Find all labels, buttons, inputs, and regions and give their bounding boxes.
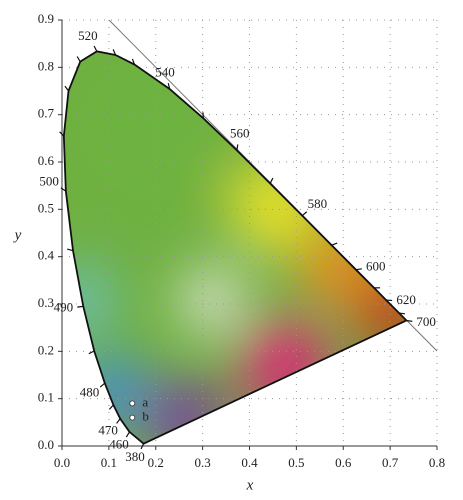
wavelength-label: 520 [78,28,98,43]
y-tick-label: 0.9 [38,11,54,26]
locus-tick [108,404,114,410]
y-tick-label: 0.7 [38,106,55,121]
y-tick-label: 0.3 [38,295,54,310]
y-tick-label: 0.0 [38,437,54,452]
wavelength-label: 620 [396,292,416,307]
x-axis-title: x [246,477,254,493]
locus-tick [67,248,74,252]
x-tick-label: 0.7 [382,455,399,470]
point [129,414,136,421]
point-label: b [142,409,149,424]
locus-tick [167,82,171,90]
locus-tick [88,350,95,355]
wavelength-label: 460 [109,437,129,452]
point [129,400,136,407]
wavelength-label: 470 [98,422,118,437]
locus-tick [99,382,106,388]
wavelength-label: 600 [366,258,386,273]
x-tick-label: 0.3 [195,455,211,470]
point-label: a [142,394,148,409]
wavelength-label: 480 [80,384,100,399]
y-tick-label: 0.8 [38,58,54,73]
locus-tick [76,56,81,62]
wavelength-label: 580 [308,196,328,211]
locus-tick [77,305,84,308]
x-tick-label: 0.8 [429,455,445,470]
x-tick-label: 0.6 [335,455,352,470]
locus-tick [93,45,98,52]
y-tick-label: 0.4 [38,248,55,263]
locus-tick [64,85,69,92]
locus-tick [355,268,362,271]
locus-tick [60,187,67,192]
y-tick-label: 0.2 [38,342,54,357]
locus-tick [59,131,65,137]
locus-tick [236,144,239,151]
wavelength-label: 500 [39,173,59,188]
x-tick-label: 0.2 [148,455,164,470]
locus-tick [398,312,406,315]
locus-tick [125,431,131,438]
x-tick-label: 0.1 [101,455,117,470]
locus-tick [331,242,338,246]
locus-tick [301,211,308,217]
locus-tick [131,58,136,65]
locus-tick [116,418,121,424]
y-tick-label: 0.5 [38,200,54,215]
wavelength-label: 560 [230,126,250,141]
locus-tick [140,443,145,450]
wavelength-label: 540 [155,64,175,79]
y-tick-label: 0.1 [38,390,54,405]
x-tick-label: 0.5 [288,455,304,470]
wavelength-label: 490 [54,299,74,314]
y-tick-label: 0.6 [38,153,55,168]
wavelength-label: 380 [125,449,145,464]
locus-tick [406,319,413,322]
x-tick-label: 0.0 [54,455,70,470]
x-tick-label: 0.4 [241,455,258,470]
wavelength-label: 700 [416,314,436,329]
locus-tick [269,177,274,184]
locus-tick [112,49,117,56]
y-axis-title: y [13,227,22,243]
